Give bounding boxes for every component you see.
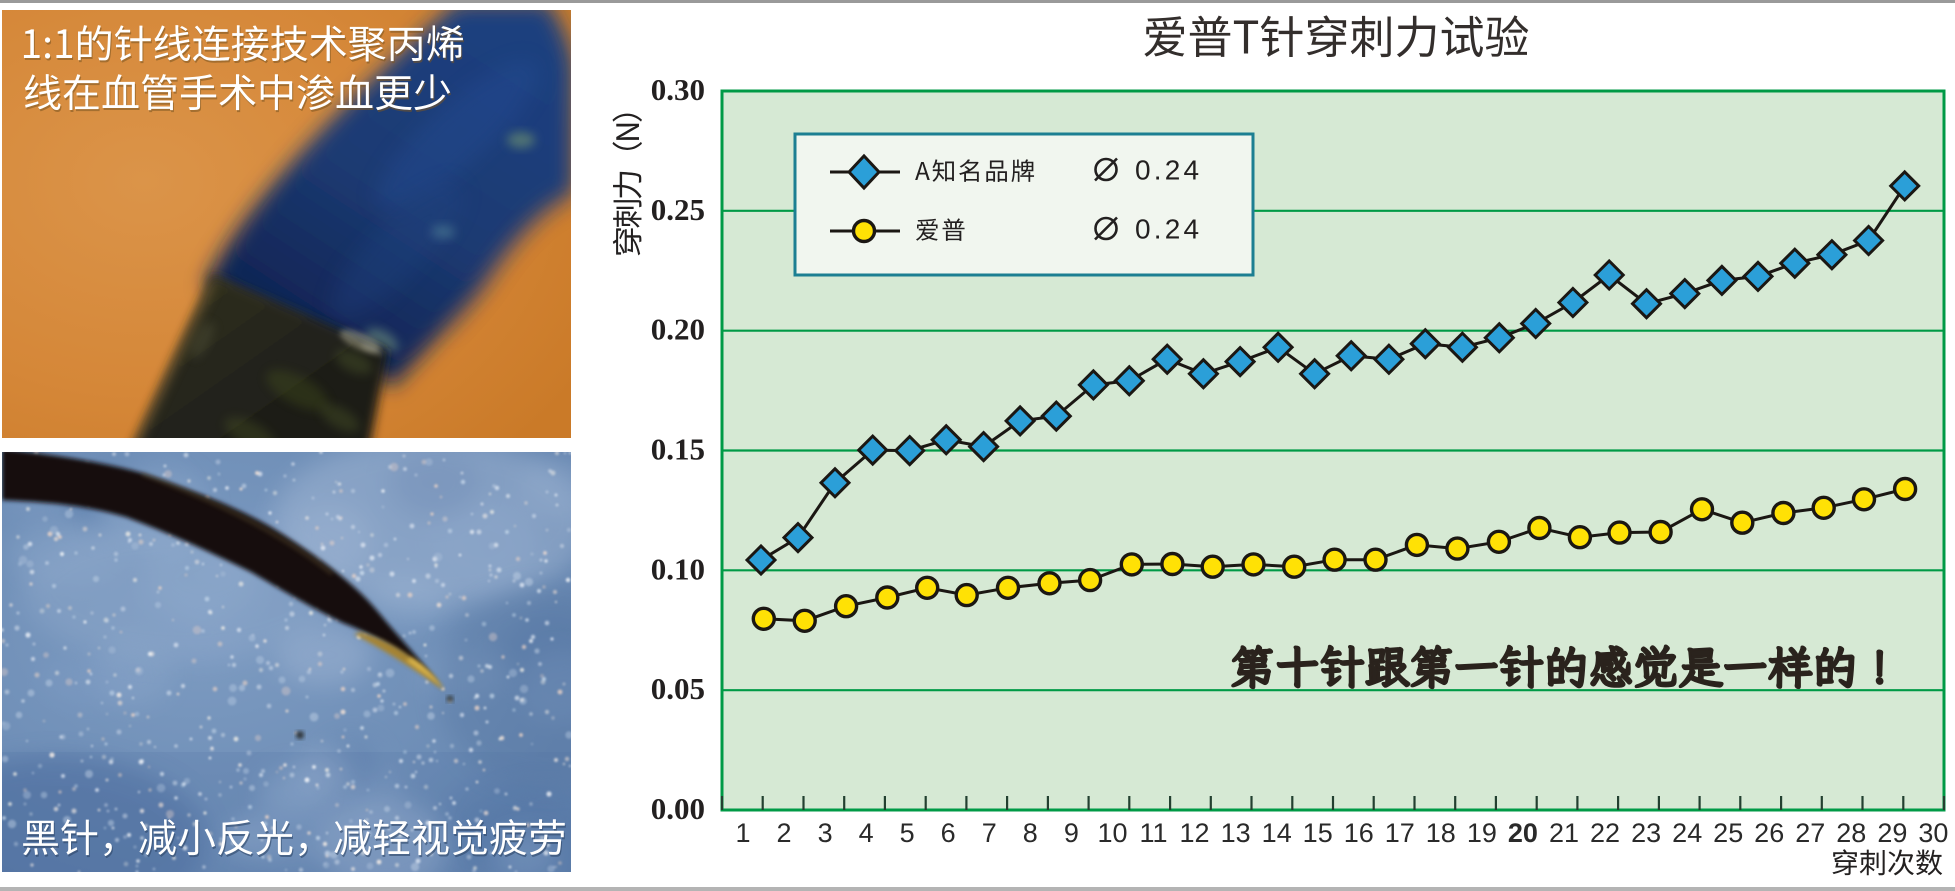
svg-text:30: 30 (1918, 818, 1948, 848)
svg-text:14: 14 (1262, 818, 1292, 848)
svg-text:25: 25 (1713, 818, 1743, 848)
svg-text:19: 19 (1467, 818, 1497, 848)
svg-text:21: 21 (1549, 818, 1579, 848)
svg-text:5: 5 (900, 818, 915, 848)
svg-text:0.00: 0.00 (651, 791, 705, 826)
svg-text:27: 27 (1795, 818, 1825, 848)
svg-text:26: 26 (1754, 818, 1784, 848)
svg-text:7: 7 (982, 818, 997, 848)
svg-text:17: 17 (1385, 818, 1415, 848)
svg-text:20: 20 (1508, 818, 1538, 848)
svg-text:28: 28 (1836, 818, 1866, 848)
svg-text:0.30: 0.30 (651, 72, 705, 107)
svg-text:0.24: 0.24 (1135, 214, 1202, 245)
svg-text:13: 13 (1221, 818, 1251, 848)
svg-text:11: 11 (1139, 818, 1167, 848)
svg-text:8: 8 (1023, 818, 1038, 848)
svg-text:2: 2 (776, 818, 791, 848)
svg-text:12: 12 (1179, 818, 1209, 848)
svg-text:0.20: 0.20 (651, 312, 705, 347)
svg-text:3: 3 (818, 818, 833, 848)
svg-text:16: 16 (1344, 818, 1374, 848)
svg-text:0.05: 0.05 (651, 671, 705, 706)
svg-text:10: 10 (1097, 818, 1127, 848)
svg-text:23: 23 (1631, 818, 1661, 848)
svg-text:0.15: 0.15 (651, 432, 705, 467)
svg-text:22: 22 (1590, 818, 1620, 848)
svg-text:6: 6 (941, 818, 956, 848)
svg-text:4: 4 (859, 818, 874, 848)
svg-text:1: 1 (735, 818, 750, 848)
svg-text:0.10: 0.10 (651, 551, 705, 586)
svg-text:0.24: 0.24 (1135, 155, 1202, 186)
svg-text:0.25: 0.25 (651, 192, 705, 227)
svg-text:18: 18 (1426, 818, 1456, 848)
svg-text:29: 29 (1877, 818, 1907, 848)
svg-text:24: 24 (1672, 818, 1702, 848)
svg-text:9: 9 (1064, 818, 1079, 848)
svg-text:15: 15 (1303, 818, 1333, 848)
